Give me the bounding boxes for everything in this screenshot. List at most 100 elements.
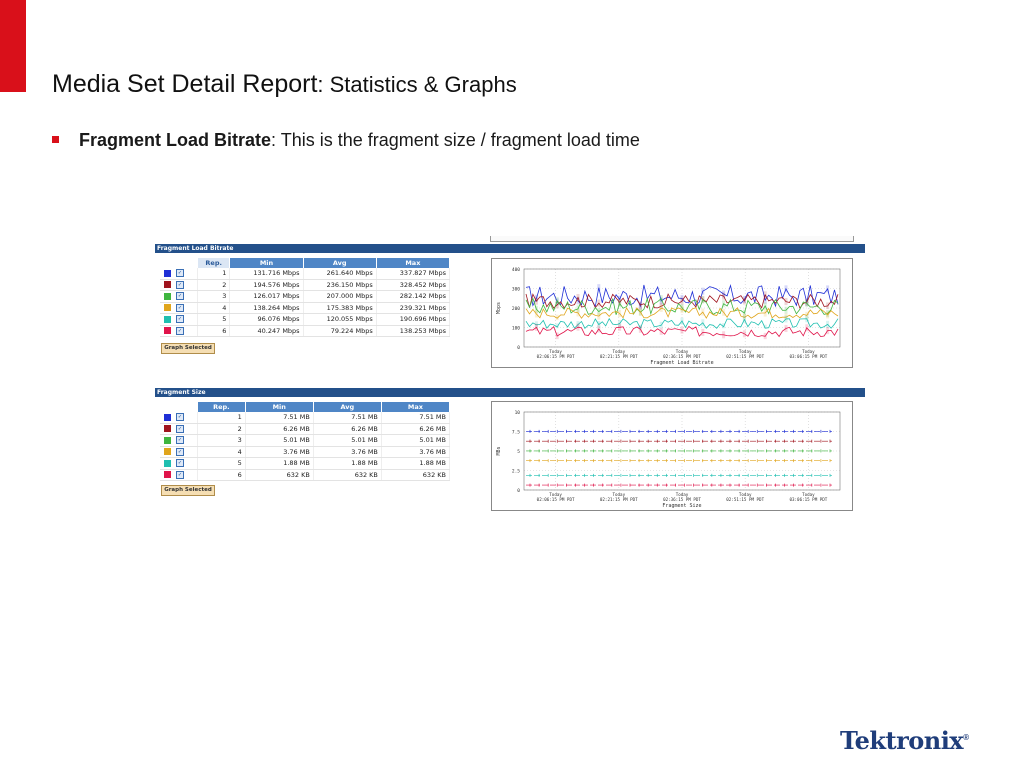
- series-checkbox[interactable]: ✓: [176, 269, 184, 278]
- cell-avg: 236.150 Mbps: [303, 279, 377, 291]
- y-tick-label: 100: [512, 326, 520, 332]
- table-row: ✓ 4 138.264 Mbps 175.383 Mbps 239.321 Mbps: [160, 302, 451, 314]
- series-checkbox[interactable]: ✓: [176, 292, 184, 301]
- series-checkbox[interactable]: ✓: [176, 303, 184, 312]
- series-cell: ✓: [160, 457, 198, 470]
- series-checkbox[interactable]: ✓: [176, 459, 184, 468]
- series-color-swatch: [164, 436, 171, 444]
- table-row: ✓ 3 126.017 Mbps 207.000 Mbps 282.142 Mbps: [160, 290, 451, 303]
- cell-rep: 1: [197, 412, 246, 424]
- series-checkbox[interactable]: ✓: [176, 470, 184, 479]
- x-tick-time-label: 03:06:15 PM PDT: [789, 497, 827, 502]
- cell-rep: 2: [197, 423, 246, 435]
- col-header-rep: Rep.: [197, 258, 231, 268]
- stats-table: Rep. Min Avg Max ✓ 1 131.716 Mbps 261.640 M…: [160, 258, 451, 337]
- cell-avg: 3.76 MB: [313, 446, 382, 458]
- x-tick-day-label: Today: [739, 492, 752, 497]
- cell-rep: 3: [197, 290, 231, 303]
- bullet-item: Fragment Load Bitrate: This is the fragm…: [52, 130, 640, 151]
- y-tick-label: 2.5: [512, 469, 520, 475]
- cell-rep: 6: [197, 325, 231, 337]
- panel-header: Fragment Load Bitrate: [155, 244, 865, 253]
- plot-frame: [523, 411, 841, 491]
- x-tick-time-label: 02:36:15 PM PDT: [663, 354, 701, 359]
- cell-min: 194.576 Mbps: [229, 279, 304, 291]
- cell-rep: 5: [197, 457, 246, 470]
- y-tick-label: 5: [517, 449, 520, 455]
- x-tick-day-label: Today: [612, 349, 625, 354]
- series-checkbox[interactable]: ✓: [176, 326, 184, 335]
- table-row: ✓ 3 5.01 MB 5.01 MB 5.01 MB: [160, 434, 451, 447]
- series-line: [525, 297, 839, 316]
- fragment-load-bitrate-panel: Fragment Load Bitrate Rep. Min Avg Max ✓…: [155, 236, 865, 370]
- plot-frame: [523, 268, 841, 348]
- series-color-swatch: [164, 471, 171, 479]
- x-tick-time-label: 02:51:15 PM PDT: [726, 354, 764, 359]
- logo-registered-mark: ®: [963, 733, 969, 742]
- cell-max: 138.253 Mbps: [376, 325, 451, 337]
- cell-rep: 5: [197, 313, 231, 326]
- x-tick-time-label: 02:51:15 PM PDT: [726, 497, 764, 502]
- series-cell: ✓: [160, 313, 198, 326]
- col-header-min: Min: [245, 402, 314, 412]
- cell-min: 131.716 Mbps: [229, 268, 304, 280]
- graph-selected-button[interactable]: Graph Selected: [161, 485, 215, 496]
- y-tick-label: 400: [512, 267, 520, 273]
- series-range-bar: [555, 314, 559, 321]
- series-checkbox[interactable]: ✓: [176, 280, 184, 289]
- cell-min: 3.76 MB: [245, 446, 314, 458]
- cell-min: 40.247 Mbps: [229, 325, 304, 337]
- series-checkbox[interactable]: ✓: [176, 424, 184, 433]
- table-row: ✓ 6 40.247 Mbps 79.224 Mbps 138.253 Mbps: [160, 325, 451, 337]
- series-checkbox[interactable]: ✓: [176, 436, 184, 445]
- y-tick-label: 7.5: [512, 430, 520, 436]
- series-cell: ✓: [160, 279, 198, 291]
- stats-table: Rep. Min Avg Max ✓ 1 7.51 MB 7.51 MB 7.51 MB…: [160, 402, 451, 481]
- series-color-swatch: [164, 315, 171, 323]
- x-tick-day-label: Today: [802, 492, 815, 497]
- cell-avg: 7.51 MB: [313, 412, 382, 424]
- cell-rep: 6: [197, 469, 246, 481]
- series-cell: ✓: [160, 434, 198, 447]
- y-tick-label: 10: [515, 410, 521, 416]
- series-color-swatch: [164, 448, 171, 456]
- cell-min: 96.076 Mbps: [229, 313, 304, 326]
- cell-avg: 207.000 Mbps: [303, 290, 377, 303]
- cell-min: 632 KB: [245, 469, 314, 481]
- x-tick-day-label: Today: [802, 349, 815, 354]
- cell-max: 6.26 MB: [381, 423, 451, 435]
- table-row: ✓ 2 194.576 Mbps 236.150 Mbps 328.452 Mbps: [160, 279, 451, 291]
- series-cell: ✓: [160, 469, 198, 481]
- y-axis-label: MBs: [496, 446, 502, 455]
- x-tick-time-label: 02:06:15 PM PDT: [537, 354, 575, 359]
- logo-text: Tektronix: [840, 726, 964, 755]
- cell-max: 632 KB: [381, 469, 451, 481]
- series-checkbox[interactable]: ✓: [176, 447, 184, 456]
- col-header-max: Max: [381, 402, 451, 412]
- series-checkbox[interactable]: ✓: [176, 315, 184, 324]
- cell-max: 3.76 MB: [381, 446, 451, 458]
- cell-max: 239.321 Mbps: [376, 302, 451, 314]
- table-row: ✓ 1 7.51 MB 7.51 MB 7.51 MB: [160, 412, 451, 424]
- col-header-avg: Avg: [313, 402, 382, 412]
- cell-min: 6.26 MB: [245, 423, 314, 435]
- cell-min: 7.51 MB: [245, 412, 314, 424]
- cell-rep: 4: [197, 302, 231, 314]
- cell-min: 1.88 MB: [245, 457, 314, 470]
- cell-max: 328.452 Mbps: [376, 279, 451, 291]
- series-cell: ✓: [160, 290, 198, 303]
- series-color-swatch: [164, 269, 171, 277]
- graph-selected-button[interactable]: Graph Selected: [161, 343, 215, 354]
- series-color-swatch: [164, 459, 171, 467]
- table-row: ✓ 2 6.26 MB 6.26 MB 6.26 MB: [160, 423, 451, 435]
- series-color-swatch: [164, 281, 171, 289]
- cell-rep: 4: [197, 446, 246, 458]
- chart-title: Fragment Load Bitrate: [650, 360, 713, 366]
- cell-max: 7.51 MB: [381, 412, 451, 424]
- fragment-size-panel: Fragment Size Rep. Min Avg Max ✓ 1 7.51 MB…: [155, 388, 865, 513]
- series-cell: ✓: [160, 302, 198, 314]
- cell-max: 282.142 Mbps: [376, 290, 451, 303]
- series-checkbox[interactable]: ✓: [176, 413, 184, 422]
